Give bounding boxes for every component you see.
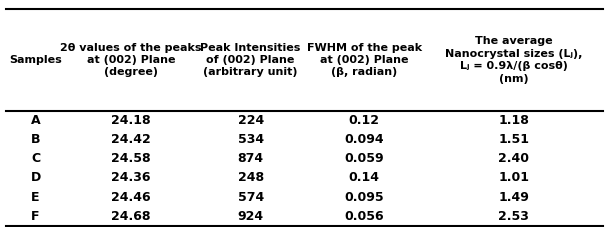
Text: 2.40: 2.40 [498,152,529,165]
Text: B: B [31,133,40,146]
Text: 2.53: 2.53 [498,210,529,223]
Text: 24.58: 24.58 [112,152,151,165]
Text: The average
Nanocrystal sizes (Lⱼ),
Lⱼ = 0.9λ/(β cosθ)
(nm): The average Nanocrystal sizes (Lⱼ), Lⱼ =… [445,37,582,84]
Text: 1.18: 1.18 [498,114,529,127]
Text: 0.059: 0.059 [344,152,384,165]
Text: A: A [31,114,41,127]
Text: E: E [32,191,40,204]
Text: F: F [32,210,40,223]
Text: 0.14: 0.14 [348,171,380,184]
Text: 24.42: 24.42 [112,133,151,146]
Text: Peak Intensities
of (002) Plane
(arbitrary unit): Peak Intensities of (002) Plane (arbitra… [201,43,301,77]
Text: 534: 534 [238,133,264,146]
Text: 1.49: 1.49 [498,191,529,204]
Text: 2θ values of the peaks
at (002) Plane
(degree): 2θ values of the peaks at (002) Plane (d… [61,43,202,77]
Text: C: C [31,152,40,165]
Text: 924: 924 [238,210,264,223]
Text: 248: 248 [238,171,264,184]
Text: 874: 874 [238,152,264,165]
Text: 574: 574 [238,191,264,204]
Text: 24.46: 24.46 [112,191,151,204]
Text: 24.18: 24.18 [112,114,151,127]
Text: FWHM of the peak
at (002) Plane
(β, radian): FWHM of the peak at (002) Plane (β, radi… [307,43,422,77]
Text: 0.056: 0.056 [344,210,384,223]
Text: 0.12: 0.12 [348,114,380,127]
Text: 24.68: 24.68 [112,210,151,223]
Text: 0.095: 0.095 [344,191,384,204]
Text: 224: 224 [238,114,264,127]
Text: 0.094: 0.094 [344,133,384,146]
Text: D: D [30,171,41,184]
Text: 1.51: 1.51 [498,133,529,146]
Text: 24.36: 24.36 [112,171,151,184]
Text: 1.01: 1.01 [498,171,529,184]
Text: Samples: Samples [9,55,62,65]
